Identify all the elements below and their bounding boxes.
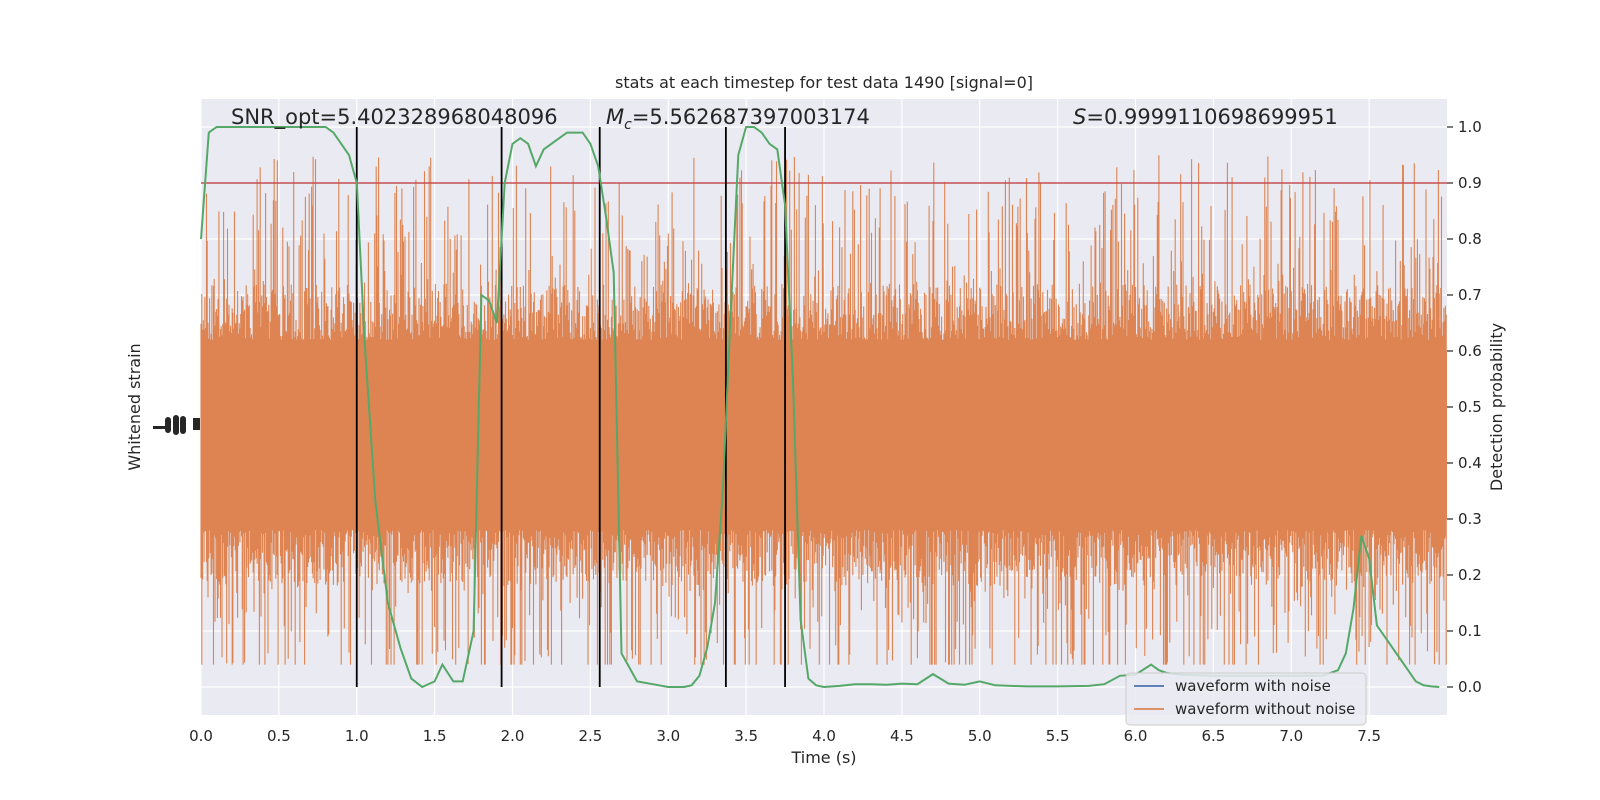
noise-waveform xyxy=(200,155,1447,665)
x-tick-label: 4.0 xyxy=(812,727,836,745)
x-tick-label: 2.0 xyxy=(501,727,525,745)
x-tick-label: 6.5 xyxy=(1201,727,1225,745)
s-annotation: S=0.9999110698699951 xyxy=(1073,105,1338,129)
x-tick-label: 1.5 xyxy=(423,727,447,745)
y-tick-label: 0.6 xyxy=(1458,342,1482,360)
chart-title: stats at each timestep for test data 149… xyxy=(615,73,1033,92)
x-axis-label: Time (s) xyxy=(790,748,856,767)
legend-box xyxy=(1125,672,1367,726)
y-tick-label: 0.0 xyxy=(1458,678,1482,696)
x-tick-label: 2.5 xyxy=(578,727,602,745)
y-tick-label: 0.9 xyxy=(1458,174,1482,192)
y-tick-label: 0.7 xyxy=(1458,286,1482,304)
chirp-mass-annotation: Mc=5.562687397003174 xyxy=(606,105,870,133)
y-tick-label: 0.4 xyxy=(1458,454,1482,472)
x-tick-label: 1.0 xyxy=(345,727,369,745)
legend-label-with-noise: waveform with noise xyxy=(1175,677,1331,695)
y-tick-label: 0.1 xyxy=(1458,622,1482,640)
y-axis-left-label: Whitened strain xyxy=(125,343,144,470)
x-tick-label: 7.0 xyxy=(1279,727,1303,745)
x-tick-label: 0.0 xyxy=(189,727,213,745)
x-tick-label: 3.0 xyxy=(656,727,680,745)
y-tick-label: 0.8 xyxy=(1458,230,1482,248)
legend: waveform with noise waveform without noi… xyxy=(1125,672,1367,726)
snr-annotation: SNR_opt=5.402328968048096 xyxy=(231,105,558,130)
x-tick-label: 7.5 xyxy=(1357,727,1381,745)
y-tick-label: 0.2 xyxy=(1458,566,1482,584)
y-axis-right-label: Detection probability xyxy=(1487,323,1506,491)
x-tick-label: 5.0 xyxy=(968,727,992,745)
y-tick-label: 0.3 xyxy=(1458,510,1482,528)
x-tick-label: 5.5 xyxy=(1046,727,1070,745)
y-tick-label: 0.5 xyxy=(1458,398,1482,416)
y-tick-label: 1.0 xyxy=(1458,118,1482,136)
legend-label-without-noise: waveform without noise xyxy=(1175,700,1355,718)
x-tick-label: 3.5 xyxy=(734,727,758,745)
x-tick-label: 6.0 xyxy=(1124,727,1148,745)
x-axis-ticks: 0.0 0.5 1.0 1.5 2.0 2.5 3.0 3.5 4.0 4.5 5.0 5.5 6.0 6… xyxy=(189,727,1381,745)
x-tick-label: 0.5 xyxy=(267,727,291,745)
left-axis-tick-glyphs xyxy=(153,415,200,435)
x-tick-label: 4.5 xyxy=(890,727,914,745)
y-axis-right-ticks: 0.0 0.1 0.2 0.3 0.4 0.5 0.6 0.7 0.8 0.9 1.0 xyxy=(1447,118,1482,696)
